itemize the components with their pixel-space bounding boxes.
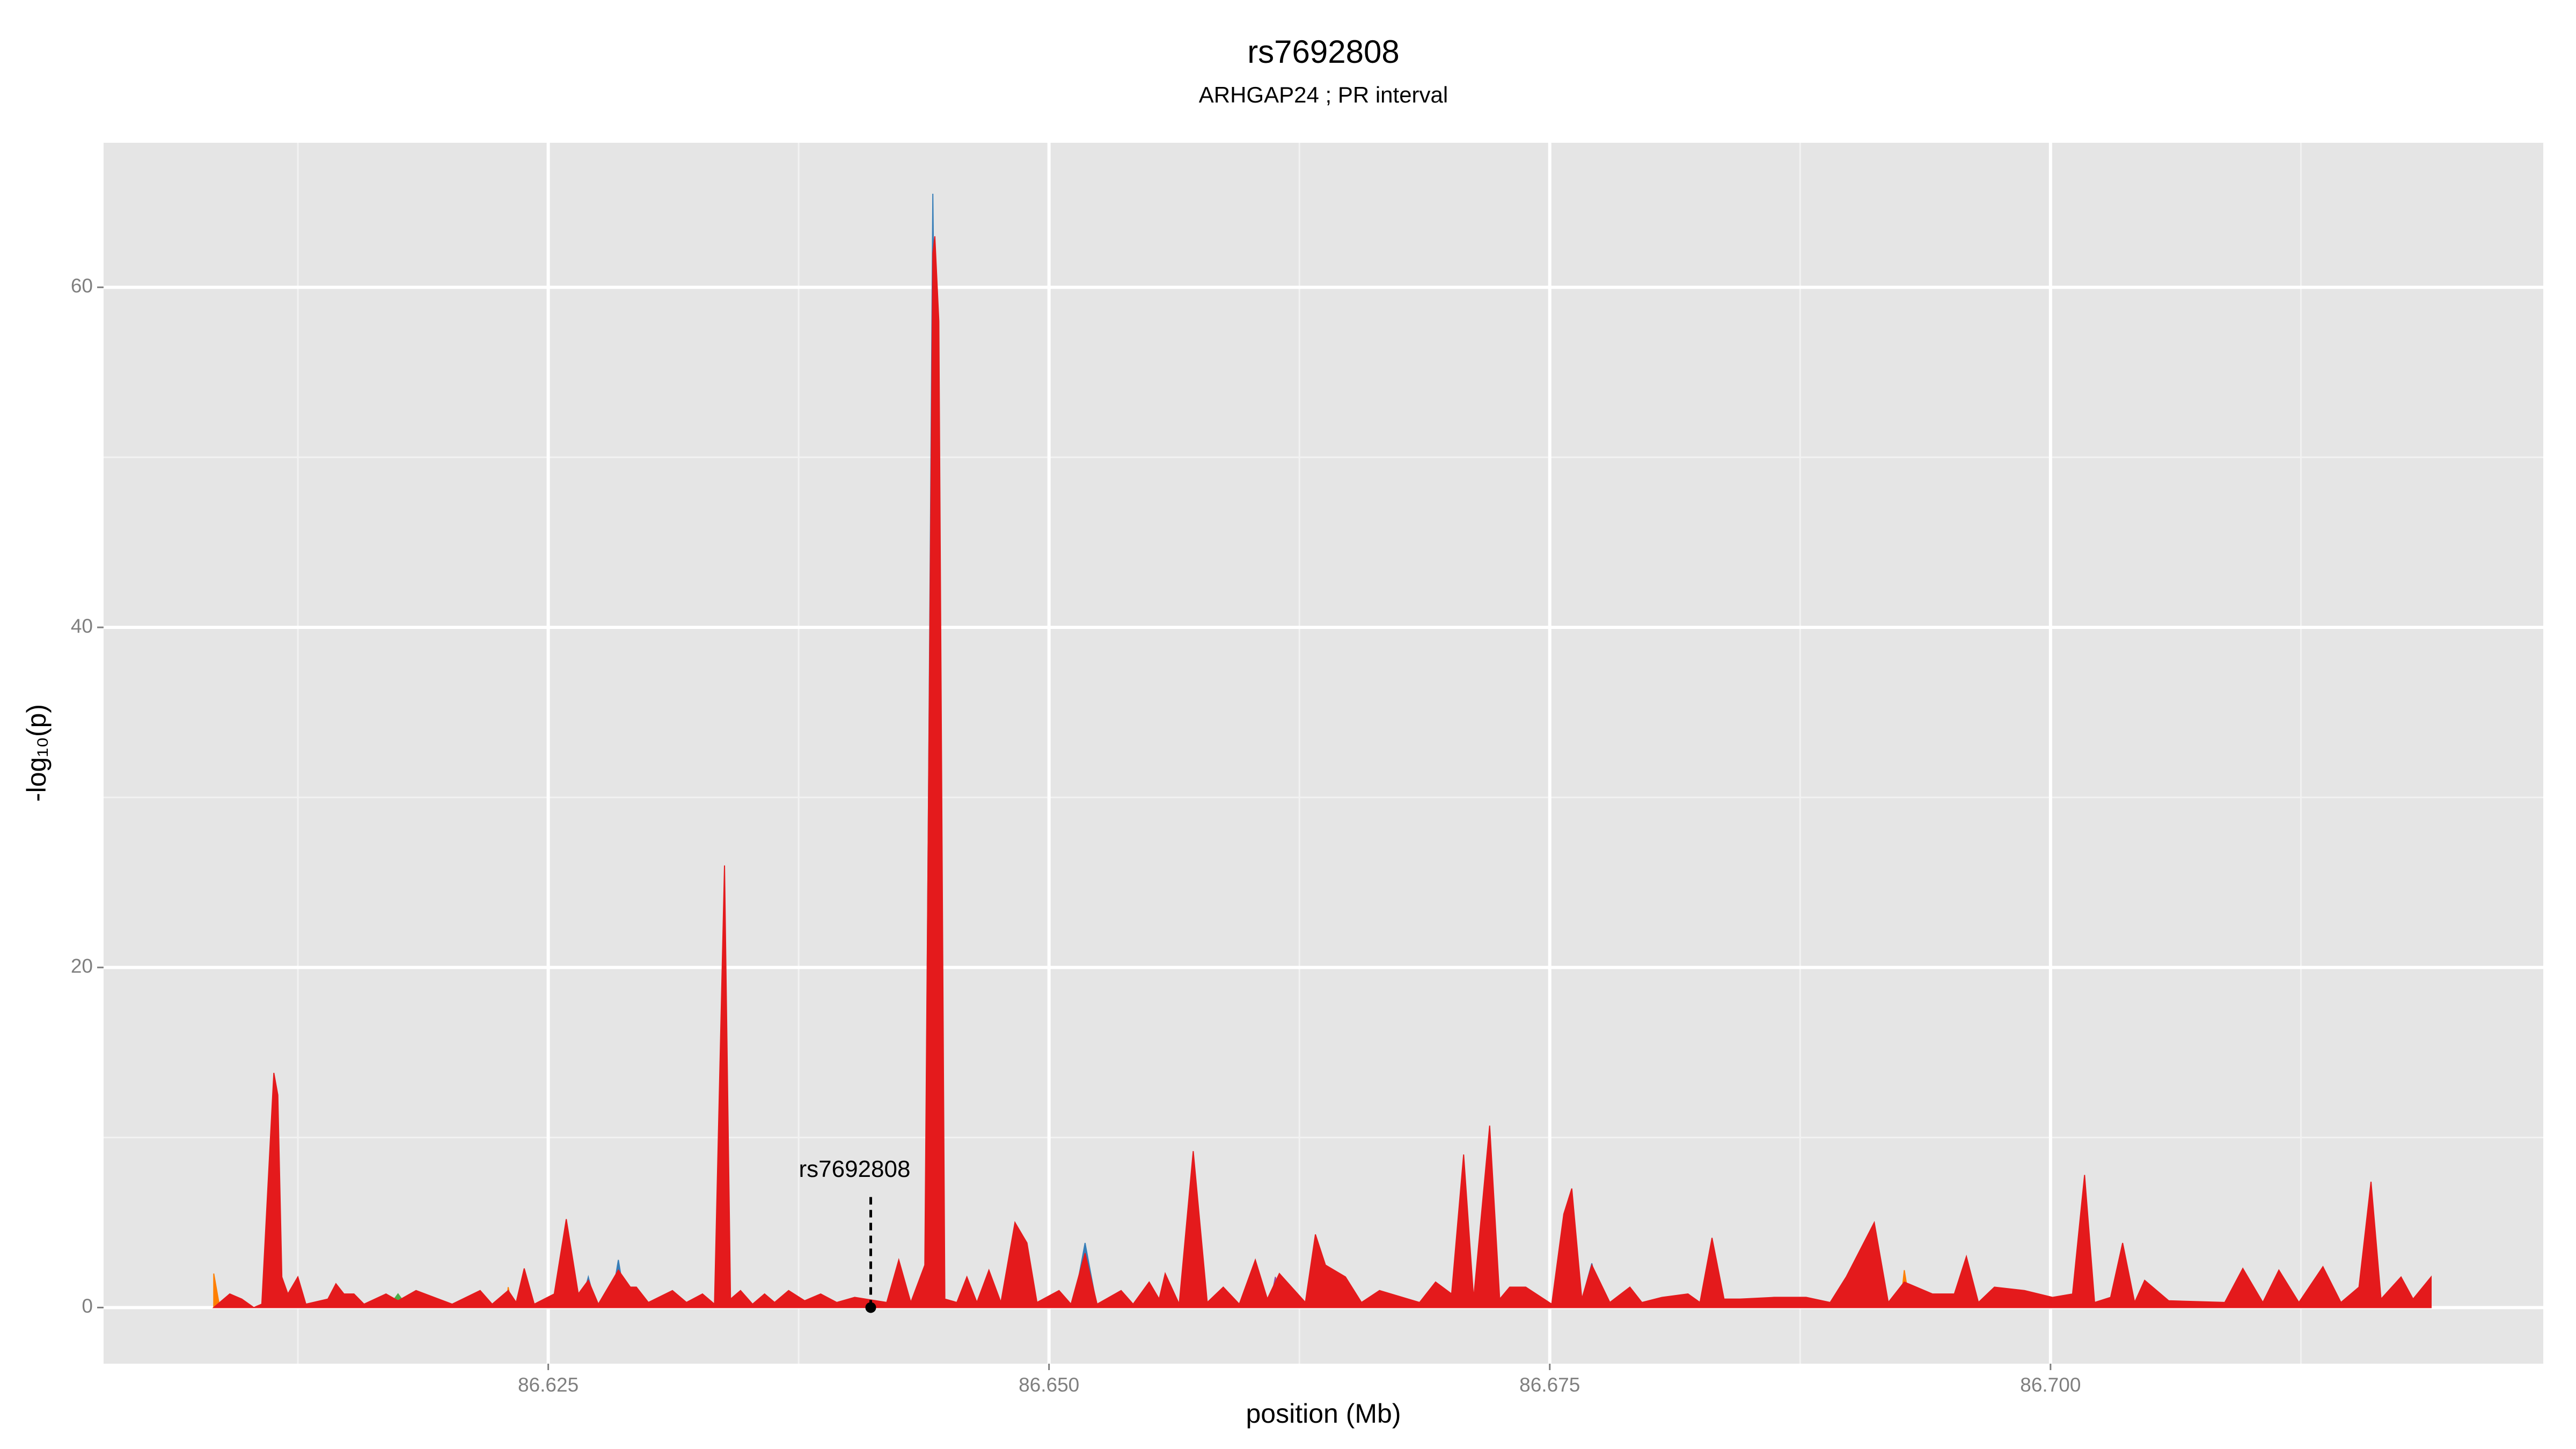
y-tick-label: 40 [71, 615, 93, 637]
x-tick-label tick: 86.625 [518, 1374, 579, 1396]
annotation-point [865, 1302, 876, 1313]
chart-title: rs7692808 [1247, 34, 1400, 70]
chart-subtitle: ARHGAP24 ; PR interval [1199, 82, 1448, 107]
y-axis-label: -log₁₀(p) [21, 704, 52, 802]
annotation-label: rs7692808 [799, 1156, 911, 1182]
panel [104, 143, 2543, 1364]
x-tick-label tick: 86.675 [1519, 1374, 1580, 1396]
x-axis-label: position (Mb) [1246, 1399, 1401, 1429]
y-tick-label: 0 [82, 1295, 93, 1317]
x-tick-label tick: 86.700 [2020, 1374, 2081, 1396]
area [212, 236, 2432, 1308]
y-tick-label: 60 [71, 275, 93, 297]
y-tick-label: 20 [71, 955, 93, 977]
x-tick-label tick: 86.650 [1019, 1374, 1079, 1396]
